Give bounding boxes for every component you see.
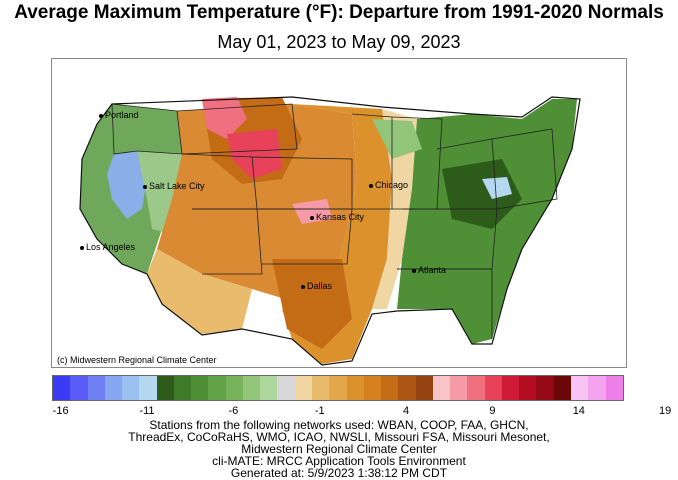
region-kansas-pink — [292, 199, 332, 224]
legend-swatch — [294, 376, 312, 400]
footer-line: cli-MATE: MRCC Application Tools Environ… — [212, 454, 466, 468]
legend-tick-label: -1 — [314, 405, 325, 417]
legend-tick-label: -6 — [228, 405, 239, 417]
legend-swatch — [346, 376, 364, 400]
legend-swatch — [329, 376, 347, 400]
temperature-departure-map: Portland Salt Lake City Los Angeles Chic… — [51, 58, 627, 368]
city-label-los-angeles: Los Angeles — [80, 242, 135, 252]
footer-line: Stations from the following networks use… — [149, 418, 529, 432]
city-label-chicago: Chicago — [369, 180, 408, 190]
legend-tick-label: -11 — [139, 405, 155, 417]
legend-tick-label: 19 — [659, 405, 672, 417]
city-label-kansas-city: Kansas City — [310, 212, 364, 222]
legend-swatch — [450, 376, 468, 400]
legend-swatch — [104, 376, 123, 400]
legend-swatch — [501, 376, 520, 400]
region-virginia-blue — [482, 177, 512, 199]
region-plains-warm — [282, 104, 392, 364]
legend-swatch — [605, 376, 623, 400]
city-marker-icon — [301, 284, 305, 289]
city-marker-icon — [143, 184, 147, 189]
legend-swatch — [208, 376, 226, 400]
city-marker-icon — [80, 245, 84, 250]
map-title: Average Maximum Temperature (°F): Depart… — [14, 2, 664, 23]
legend-swatch — [536, 376, 554, 400]
legend-swatch — [398, 376, 416, 400]
legend-swatch — [311, 376, 330, 400]
region-appalachia-dark — [442, 159, 522, 229]
region-texas-dark — [272, 259, 352, 349]
legend-swatch — [70, 376, 88, 400]
state-borders — [111, 103, 558, 339]
legend-tick-label: 9 — [489, 405, 496, 417]
legend-tick-label: 4 — [403, 405, 410, 417]
legend-swatch — [87, 376, 105, 400]
legend-swatch — [570, 376, 589, 400]
legend-swatch — [519, 376, 537, 400]
footer-notes: Stations from the following networks use… — [0, 419, 678, 479]
legend-swatch — [191, 376, 209, 400]
legend-swatch — [467, 376, 485, 400]
city-label-portland: Portland — [99, 110, 139, 120]
legend-swatch — [122, 376, 140, 400]
city-marker-icon — [310, 215, 314, 220]
region-california-blue — [107, 151, 147, 219]
legend-swatch — [53, 376, 71, 400]
legend-swatch — [363, 376, 382, 400]
legend-swatch — [139, 376, 157, 400]
legend-swatch — [225, 376, 243, 400]
legend-swatch — [484, 376, 502, 400]
city-marker-icon — [99, 113, 103, 118]
legend-swatch — [242, 376, 261, 400]
legend-swatch — [173, 376, 192, 400]
city-marker-icon — [369, 183, 373, 188]
legend-swatch — [588, 376, 606, 400]
city-label-salt-lake-city: Salt Lake City — [143, 181, 205, 191]
legend-swatch — [415, 376, 433, 400]
city-label-atlanta: Atlanta — [412, 265, 446, 275]
legend-swatch — [156, 376, 174, 400]
region-mountain-west-warm — [157, 104, 357, 304]
legend-swatch — [277, 376, 295, 400]
region-great-lakes-light — [372, 119, 422, 159]
copyright-credit: (c) Midwestern Regional Climate Center — [55, 355, 219, 365]
city-marker-icon — [412, 268, 416, 273]
footer-line: Generated at: 5/9/2023 1:38:12 PM CDT — [230, 466, 448, 480]
footer-line: ThreadEx, CoCoRaHS, WMO, ICAO, NWSLI, Mi… — [128, 430, 550, 444]
legend-swatch — [432, 376, 451, 400]
footer-line: Midwestern Regional Climate Center — [241, 442, 437, 456]
legend-tick-label: 14 — [572, 405, 585, 417]
legend-swatch — [553, 376, 571, 400]
color-legend — [52, 375, 624, 401]
us-outline — [79, 96, 581, 366]
city-label-dallas: Dallas — [301, 281, 332, 291]
region-southwest-orange — [147, 249, 252, 334]
date-range-subtitle: May 01, 2023 to May 09, 2023 — [217, 32, 461, 52]
region-wyoming-pink — [227, 129, 282, 179]
legend-tick-label: -16 — [52, 405, 69, 417]
us-map-svg — [79, 96, 581, 366]
legend-swatch — [381, 376, 399, 400]
legend-swatch — [260, 376, 278, 400]
